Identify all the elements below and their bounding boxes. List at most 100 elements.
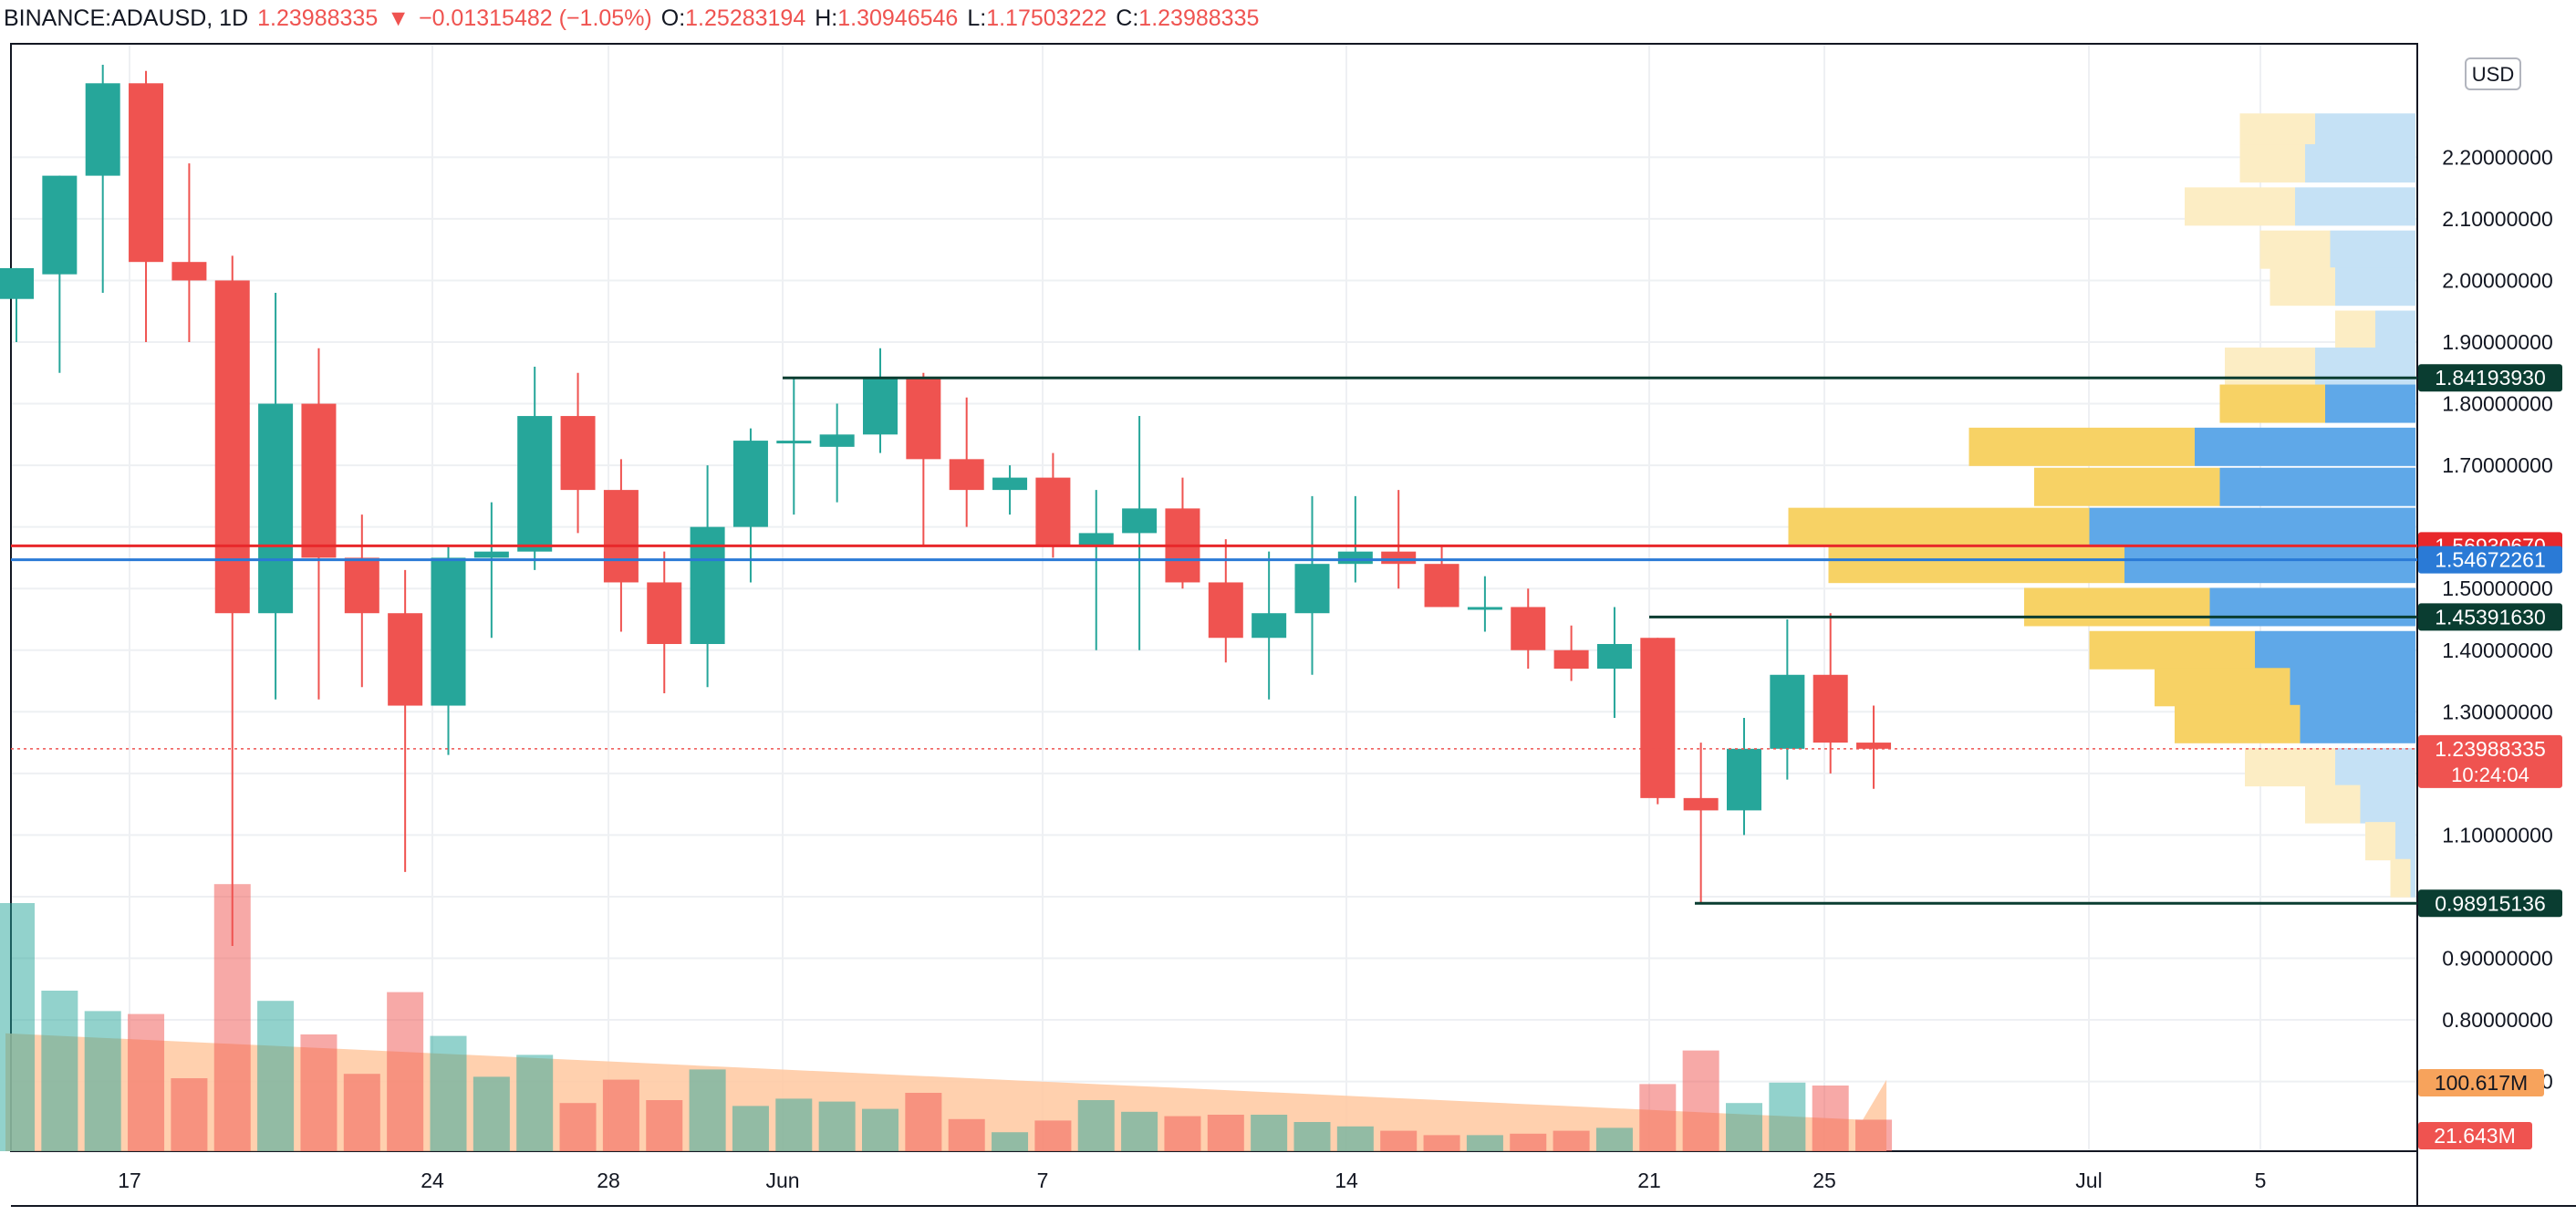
candle-body[interactable] [1467, 607, 1502, 610]
candle-body[interactable] [776, 441, 812, 444]
candle-body[interactable] [1511, 607, 1546, 650]
price-tick-label: 2.00000000 [2442, 268, 2553, 292]
candle-body[interactable] [1294, 564, 1330, 614]
volume-profile-down-bar [2155, 668, 2290, 707]
volume-bar [1812, 1086, 1849, 1151]
candle-body[interactable] [1122, 508, 1158, 534]
candle-body[interactable] [949, 459, 984, 491]
volume-bar [473, 1076, 510, 1151]
candle-body[interactable] [906, 379, 941, 460]
chart-grid [11, 44, 2417, 1151]
candle-body[interactable] [647, 582, 682, 644]
low-value: 1.17503222 [986, 5, 1107, 31]
candle-body[interactable] [0, 267, 34, 299]
low-label: L: [967, 5, 987, 31]
candle-body[interactable] [1381, 551, 1417, 565]
volume-bar [41, 991, 78, 1151]
volume-profile-up-bar [2195, 427, 2415, 466]
volume-profile-down-bar [2245, 748, 2335, 787]
candle-body[interactable] [473, 551, 509, 558]
price-tag-label: 1.45391630 [2435, 605, 2546, 629]
candle-body[interactable] [1640, 638, 1676, 798]
candle-body[interactable] [992, 477, 1028, 491]
candle-body[interactable] [1078, 533, 1114, 545]
price-tick-label: 1.80000000 [2442, 392, 2553, 416]
candle-body[interactable] [863, 379, 898, 435]
volume-bar [1466, 1135, 1503, 1151]
candle-body[interactable] [85, 83, 120, 176]
volume-bar [646, 1100, 683, 1151]
volume-profile-down-bar [2185, 187, 2295, 226]
volume-bar [128, 1013, 165, 1151]
change-arrow-icon: ▼ [387, 5, 410, 31]
volume-bar [1207, 1115, 1244, 1151]
candle-body[interactable] [1813, 674, 1848, 743]
close-label: C: [1116, 5, 1139, 31]
open-label: O: [660, 5, 686, 31]
candle-body[interactable] [214, 280, 250, 614]
volume-tag-label: 21.643M [2434, 1124, 2516, 1148]
candle-body[interactable] [732, 441, 768, 527]
candle-body[interactable] [1208, 582, 1243, 639]
candle-body[interactable] [129, 83, 164, 263]
candle-body[interactable] [1035, 477, 1071, 545]
symbol-name[interactable]: BINANCE:ADAUSD [4, 5, 207, 31]
symbol-header: BINANCE:ADAUSD, 1D 1.23988335 ▼ −0.01315… [0, 0, 2576, 36]
price-tag: 0.98915136 [2418, 889, 2562, 918]
candle-body[interactable] [560, 416, 596, 491]
horizontal-lines[interactable] [11, 376, 2417, 905]
candle-body[interactable] [171, 262, 207, 281]
candle-body[interactable] [1553, 649, 1589, 670]
volume-profile-down-bar [2390, 858, 2411, 898]
volume-profile-down-bar [1828, 545, 2124, 584]
price-tag: 1.54672261 [2418, 545, 2562, 574]
candle-body[interactable] [1337, 551, 1373, 565]
candle-body[interactable] [1683, 797, 1719, 811]
volume-profile-down-bar [2305, 784, 2361, 824]
candle-body[interactable] [301, 403, 337, 558]
time-axis[interactable]: 17 24 28 Jun 7 14 21 25 Jul 5 [118, 1169, 2266, 1192]
volume-bar [300, 1034, 338, 1151]
candle-body[interactable] [1727, 748, 1761, 811]
candlestick-series[interactable] [0, 65, 1892, 946]
candle-body[interactable] [431, 557, 466, 706]
volume-profile-down-bar [2365, 822, 2395, 861]
volume-profile-down-bar [2034, 467, 2220, 506]
candle-body[interactable] [388, 613, 423, 706]
volume-profile-up-bar [2255, 630, 2415, 670]
candle-body[interactable] [344, 557, 379, 614]
volume-bar [1639, 1084, 1677, 1151]
last-price: 1.23988335 [257, 5, 379, 31]
price-tag-bg [2418, 545, 2562, 574]
time-tick-label: Jul [2075, 1169, 2102, 1192]
candle-body[interactable] [1596, 643, 1632, 670]
volume-tag-bg [2418, 1122, 2532, 1149]
currency-button[interactable]: USD [2465, 57, 2521, 90]
candle-body[interactable] [517, 416, 553, 552]
volume-profile-down-bar [2175, 704, 2301, 743]
price-tag-label: 0.98915136 [2435, 891, 2546, 915]
candle-body[interactable] [42, 175, 78, 275]
volume-profile-up-bar [2209, 587, 2415, 627]
high-label: H: [815, 5, 838, 31]
interval-label[interactable]: 1D [219, 5, 249, 31]
candle-body[interactable] [1856, 743, 1892, 749]
volume-bar [948, 1118, 985, 1151]
candle-body[interactable] [1770, 674, 1805, 749]
volume-profile-down-bar [2270, 267, 2335, 306]
volume-bar [775, 1098, 813, 1151]
candle-body[interactable] [1252, 613, 1287, 639]
volume-bar [1553, 1130, 1590, 1151]
volume-bar [1164, 1116, 1201, 1151]
candle-body[interactable] [603, 490, 639, 583]
volume-bar [732, 1106, 769, 1151]
volume-ma-tag-label: 100.617M [2435, 1071, 2528, 1095]
candle-body[interactable] [258, 403, 294, 614]
volume-bar [1855, 1119, 1893, 1151]
candle-body[interactable] [1424, 564, 1459, 608]
volume-bar [1251, 1115, 1288, 1151]
volume-tag: 21.643M [2418, 1122, 2532, 1149]
candle-body[interactable] [819, 434, 855, 447]
volume-bar [1293, 1122, 1331, 1151]
